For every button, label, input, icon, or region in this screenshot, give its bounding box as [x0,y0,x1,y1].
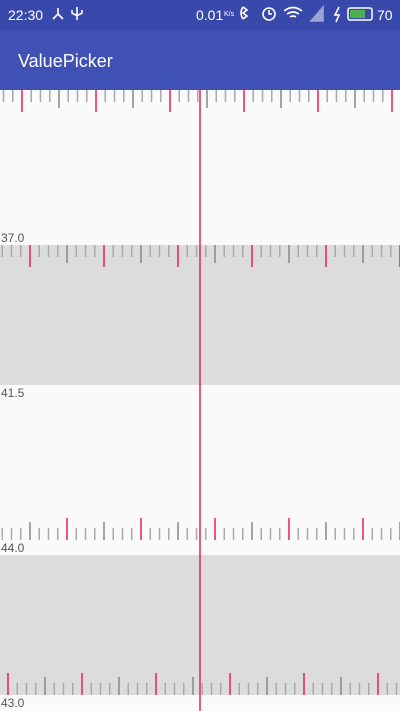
app-title: ValuePicker [18,51,113,71]
battery-level [350,10,365,18]
status-speed-unit: K/s [224,11,235,18]
status-time: 22:30 [8,7,43,23]
picker-value: 43.0 [1,696,25,710]
battery-icon [347,7,373,21]
status-icons [52,4,341,23]
picker-value: 41.5 [1,386,25,400]
picker-value: 44.0 [1,541,25,555]
picker-value: 37.0 [1,231,25,245]
status-speed: 0.01 [196,7,223,23]
status-bar [0,0,400,30]
app-bar [0,30,400,90]
status-battery: 70 [377,7,393,23]
